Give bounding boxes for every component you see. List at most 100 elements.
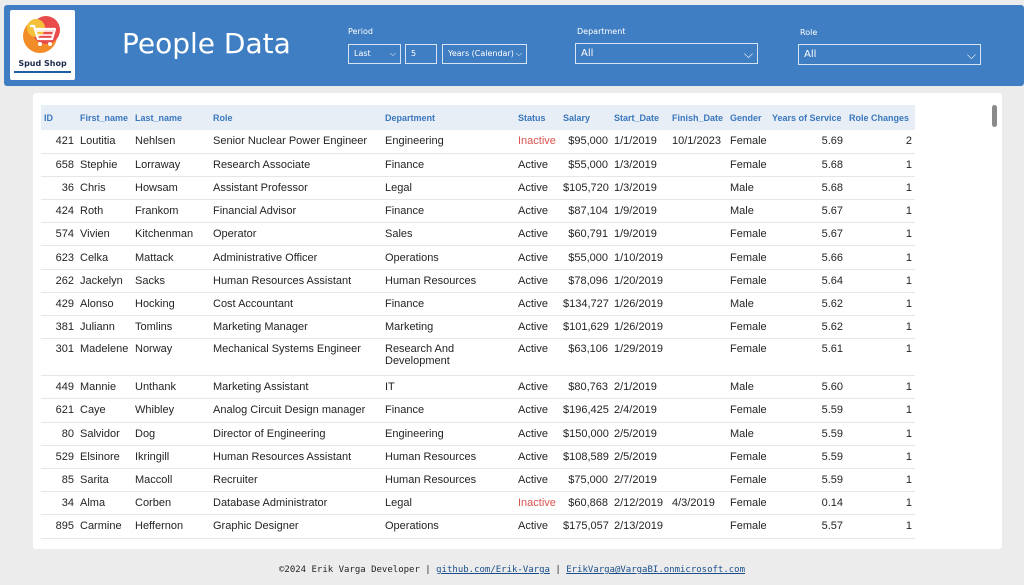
cell-role: Senior Nuclear Power Engineer bbox=[210, 130, 382, 154]
cell-department: Finance bbox=[382, 153, 515, 177]
column-header-status[interactable]: Status bbox=[515, 105, 560, 130]
logo-underline bbox=[14, 71, 71, 73]
cell-start-date: 2/5/2019 bbox=[611, 422, 669, 446]
table-row[interactable]: 623 Celka Mattack Administrative Officer Ope… bbox=[41, 245, 915, 270]
people-table: ID First_name Last_name Role Department … bbox=[41, 105, 915, 539]
chevron-down-icon: ⌵ bbox=[389, 49, 396, 58]
cell-status: Active bbox=[515, 468, 560, 493]
spud-shop-logo: Spud Shop bbox=[10, 10, 75, 80]
email-link[interactable]: ErikVarga@VargaBI.onmicrosoft.com bbox=[566, 565, 746, 575]
cell-status: Inactive bbox=[515, 130, 560, 154]
department-select[interactable]: All ⌵ bbox=[575, 43, 758, 64]
cell-id: 623 bbox=[41, 245, 77, 270]
table-row[interactable]: 36 Chris Howsam Assistant Professor Legal Act… bbox=[41, 176, 915, 201]
column-header-last-name[interactable]: Last_name bbox=[132, 105, 210, 130]
cell-first-name: Caye bbox=[77, 398, 132, 423]
column-header-salary[interactable]: Salary bbox=[560, 105, 611, 130]
table-row[interactable]: 658 Stephie Lorraway Research Associate Fina… bbox=[41, 153, 915, 177]
table-row[interactable]: 424 Roth Frankom Financial Advisor Finance Ac… bbox=[41, 199, 915, 224]
period-count-value: 5 bbox=[411, 49, 417, 58]
cell-role: Database Administrator bbox=[210, 491, 382, 516]
column-header-role[interactable]: Role bbox=[210, 105, 382, 130]
cell-last-name: Norway bbox=[132, 338, 210, 377]
cell-salary: $134,727 bbox=[560, 292, 611, 317]
cell-gender: Female bbox=[727, 338, 769, 377]
cell-department: Finance bbox=[382, 398, 515, 423]
period-unit-select[interactable]: Years (Calendar) ⌵ bbox=[442, 44, 527, 64]
role-value: All bbox=[804, 49, 817, 60]
cell-last-name: Lorraway bbox=[132, 153, 210, 177]
cell-role: Marketing Assistant bbox=[210, 375, 382, 400]
table-row[interactable]: 80 Salvidor Dog Director of Engineering Engi… bbox=[41, 422, 915, 446]
cell-gender: Female bbox=[727, 468, 769, 493]
cell-role-changes: 1 bbox=[846, 398, 915, 423]
column-header-role-changes[interactable]: Role Changes bbox=[846, 105, 915, 130]
cell-role-changes: 1 bbox=[846, 269, 915, 293]
table-row[interactable]: 34 Alma Corben Database Administrator Legal I… bbox=[41, 491, 915, 516]
table-row[interactable]: 421 Loutitia Nehlsen Senior Nuclear Power E… bbox=[41, 130, 915, 154]
cell-gender: Female bbox=[727, 269, 769, 293]
table-row[interactable]: 429 Alonso Hocking Cost Accountant Finance Ac… bbox=[41, 292, 915, 317]
cell-role: Marketing Manager bbox=[210, 315, 382, 340]
cell-status: Active bbox=[515, 199, 560, 224]
cell-role-changes: 1 bbox=[846, 375, 915, 400]
cell-last-name: Nehlsen bbox=[132, 130, 210, 154]
cell-role: Recruiter bbox=[210, 468, 382, 493]
column-header-first-name[interactable]: First_name bbox=[77, 105, 132, 130]
cell-department: Human Resources bbox=[382, 269, 515, 293]
column-header-department[interactable]: Department bbox=[382, 105, 515, 130]
github-link[interactable]: github.com/Erik-Varga bbox=[436, 565, 550, 575]
table-row[interactable]: 449 Mannie Unthank Marketing Assistant IT Act… bbox=[41, 375, 915, 400]
cell-gender: Female bbox=[727, 315, 769, 340]
people-table-card: ID First_name Last_name Role Department … bbox=[33, 93, 1002, 549]
table-row[interactable]: 301 Madelene Norway Mechanical Systems Engi… bbox=[41, 338, 915, 377]
cell-years-of-service: 5.64 bbox=[769, 269, 846, 293]
table-row[interactable]: 85 Sarita Maccoll Recruiter Human Resources A… bbox=[41, 468, 915, 493]
period-mode-select[interactable]: Last ⌵ bbox=[348, 44, 401, 64]
cell-finish-date bbox=[669, 199, 727, 224]
cell-role-changes: 1 bbox=[846, 445, 915, 469]
table-row[interactable]: 574 Vivien Kitchenman Operator Sales Active $6… bbox=[41, 222, 915, 247]
cell-role: Analog Circuit Design manager bbox=[210, 398, 382, 423]
cell-years-of-service: 5.68 bbox=[769, 153, 846, 177]
table-row[interactable]: 529 Elsinore Ikringill Human Resources Assi… bbox=[41, 445, 915, 469]
cell-years-of-service: 5.69 bbox=[769, 130, 846, 154]
cell-gender: Female bbox=[727, 222, 769, 247]
column-header-finish-date[interactable]: Finish_Date bbox=[669, 105, 727, 130]
cell-gender: Male bbox=[727, 176, 769, 201]
cell-role-changes: 2 bbox=[846, 130, 915, 154]
cell-gender: Male bbox=[727, 375, 769, 400]
cell-gender: Female bbox=[727, 153, 769, 177]
cell-first-name: Loutitia bbox=[77, 130, 132, 154]
role-select[interactable]: All ⌵ bbox=[798, 44, 981, 65]
chevron-down-icon: ⌵ bbox=[515, 49, 522, 58]
column-header-start-date[interactable]: Start_Date bbox=[611, 105, 669, 130]
role-label: Role bbox=[800, 28, 818, 37]
cell-id: 85 bbox=[41, 468, 77, 493]
cell-gender: Male bbox=[727, 199, 769, 224]
cell-last-name: Kitchenman bbox=[132, 222, 210, 247]
cell-salary: $175,057 bbox=[560, 514, 611, 539]
cell-gender: Female bbox=[727, 398, 769, 423]
cell-status: Active bbox=[515, 375, 560, 400]
table-row[interactable]: 381 Juliann Tomlins Marketing Manager Market… bbox=[41, 315, 915, 340]
cell-start-date: 2/12/2019 bbox=[611, 491, 669, 516]
table-row[interactable]: 895 Carmine Heffernon Graphic Designer Opera… bbox=[41, 514, 915, 539]
column-header-id[interactable]: ID bbox=[41, 105, 77, 130]
cell-id: 34 bbox=[41, 491, 77, 516]
cell-id: 424 bbox=[41, 199, 77, 224]
cell-start-date: 1/9/2019 bbox=[611, 199, 669, 224]
table-row[interactable]: 262 Jackelyn Sacks Human Resources Assistan… bbox=[41, 269, 915, 293]
cell-years-of-service: 5.67 bbox=[769, 222, 846, 247]
cell-start-date: 2/1/2019 bbox=[611, 375, 669, 400]
cell-years-of-service: 5.61 bbox=[769, 338, 846, 377]
cell-id: 429 bbox=[41, 292, 77, 317]
cell-last-name: Mattack bbox=[132, 245, 210, 270]
period-count-input[interactable]: 5 bbox=[405, 44, 437, 64]
column-header-gender[interactable]: Gender bbox=[727, 105, 769, 130]
vertical-scrollbar[interactable] bbox=[992, 105, 997, 127]
cell-department: Operations bbox=[382, 245, 515, 270]
table-row[interactable]: 621 Caye Whibley Analog Circuit Design mana… bbox=[41, 398, 915, 423]
column-header-years-of-service[interactable]: Years of Service bbox=[769, 105, 846, 130]
cell-gender: Male bbox=[727, 292, 769, 317]
